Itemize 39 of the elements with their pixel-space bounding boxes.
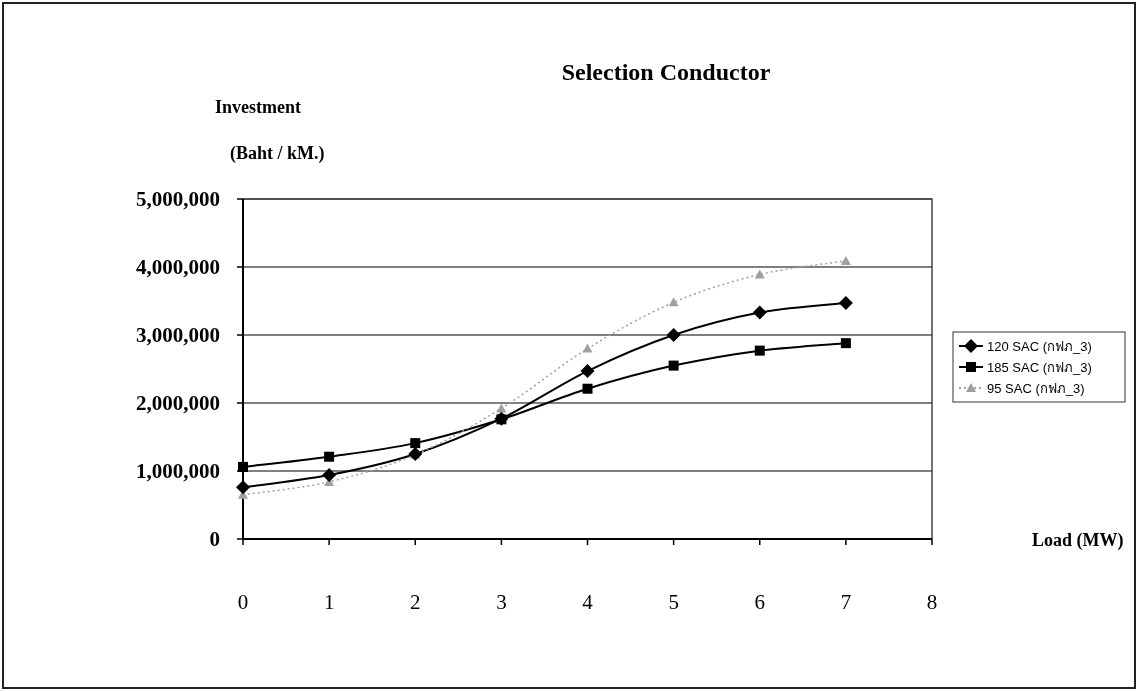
point: [410, 438, 421, 449]
point: [668, 297, 679, 307]
text: Investment (Baht / kM.): [215, 97, 325, 163]
chart-title: Selection Conductor: [561, 59, 771, 85]
point: [666, 328, 681, 342]
point: [840, 255, 851, 265]
legend-label: 185 SAC (กฟภ_3): [987, 360, 1092, 375]
x-tick-label: 1: [323, 590, 335, 614]
point: [582, 383, 593, 394]
point: [668, 360, 679, 371]
y-tick-label: 2,000,000: [136, 391, 220, 415]
point: [838, 296, 853, 311]
point: [752, 305, 767, 320]
x-tick-label: 7: [840, 590, 852, 614]
point: [754, 345, 765, 356]
legend-label: 120 SAC (กฟภ_3): [987, 339, 1092, 354]
point: [580, 364, 595, 379]
y-tick-label: 3,000,000: [136, 323, 220, 347]
y-tick-label: 5,000,000: [136, 187, 220, 211]
x-tick-label: 8: [926, 590, 938, 614]
legend-label: 95 SAC (กฟภ_3): [987, 381, 1085, 396]
x-tick-label: 2: [410, 590, 421, 614]
point: [324, 451, 335, 462]
point: [582, 343, 593, 353]
y-tick-label: 0: [209, 527, 220, 551]
point: [236, 480, 250, 495]
x-tick-label: 6: [754, 590, 765, 614]
text: Load (MW): [1032, 530, 1124, 551]
point: [840, 338, 851, 349]
point: [238, 461, 248, 472]
point: [754, 269, 765, 279]
y-tick-label: 1,000,000: [136, 459, 220, 483]
y-tick-label: 4,000,000: [136, 255, 220, 279]
x-tick-label: 4: [582, 590, 594, 614]
x-tick-label: 0: [237, 590, 249, 614]
point: [322, 468, 337, 483]
x-tick-label: 3: [496, 590, 507, 614]
x-tick-label: 5: [668, 590, 679, 614]
point: [496, 403, 507, 413]
